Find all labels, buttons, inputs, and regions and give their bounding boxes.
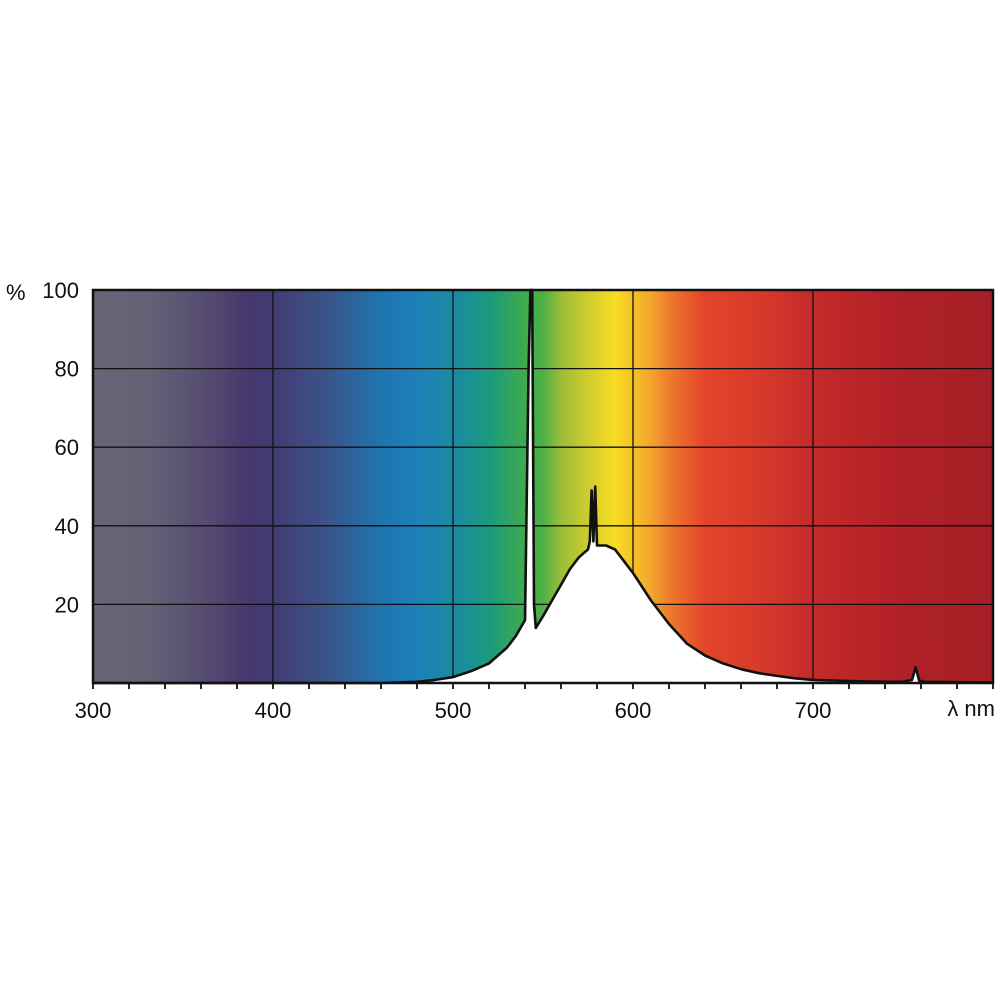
x-tick-label: 300 <box>75 698 112 723</box>
y-tick-label: 60 <box>55 435 79 460</box>
plot-area <box>93 288 994 685</box>
plot-frame <box>91 288 995 685</box>
y-tick-label: 40 <box>55 514 79 539</box>
x-tick-label: 700 <box>795 698 832 723</box>
y-tick-label: 100 <box>42 278 79 303</box>
x-axis-label: λ nm <box>947 696 995 721</box>
x-tick-label: 400 <box>255 698 292 723</box>
axes: 300 400 500 600 700 20 40 60 80 100% λ nm <box>6 278 995 723</box>
y-tick-label: 80 <box>55 357 79 382</box>
y-tick-label: 20 <box>55 592 79 617</box>
spectrum-curve <box>93 288 994 685</box>
y-axis-label: % <box>6 280 26 305</box>
x-tick-label: 500 <box>435 698 472 723</box>
x-tick-label: 600 <box>615 698 652 723</box>
